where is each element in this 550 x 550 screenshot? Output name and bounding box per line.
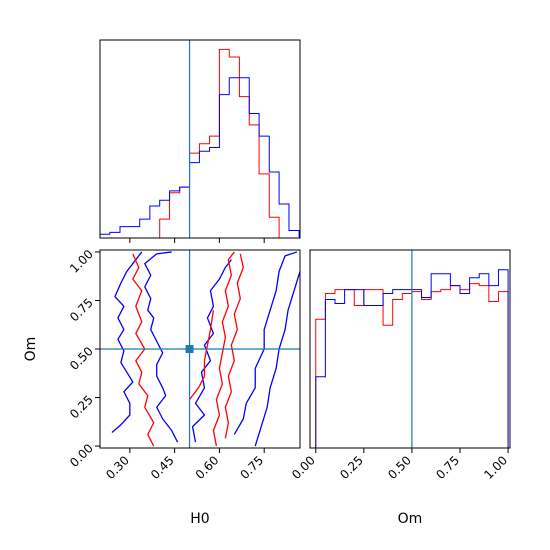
hist-om-xtick-label: 0.25 (337, 453, 366, 482)
contour-line-series-2 (191, 259, 232, 443)
y-axis-label-om: Om (23, 337, 39, 362)
histogram-series-2-Om (315, 269, 509, 448)
hist-om-xtick-label: 0.00 (289, 453, 318, 482)
histogram-panel-h0 (99, 39, 301, 243)
contour-xtick-label: 0.30 (103, 453, 132, 482)
contour-ytick-label: 0.00 (67, 441, 96, 470)
contour-ytick-label: 0.50 (67, 344, 96, 373)
contour-xtick-label: 0.60 (193, 453, 222, 482)
contour-ytick-label: 0.25 (67, 393, 96, 422)
frame-hist-Om (309, 249, 511, 449)
contour-ytick-label: 1.00 (67, 247, 96, 276)
x-axis-label-om: Om (398, 511, 423, 527)
contour-line-series-2 (111, 251, 143, 433)
contour-ytick-label: 0.75 (67, 296, 96, 325)
hist-om-xtick-label: 0.50 (385, 453, 414, 482)
histogram-series-2-H0 (100, 77, 300, 238)
histogram-series-1-H0 (100, 48, 300, 238)
truth-marker (185, 345, 194, 353)
contour-line-series-2 (254, 271, 300, 447)
frame-hist-H0 (99, 39, 301, 239)
contour-line-series-2 (144, 251, 179, 443)
hist-om-xtick-label: 0.75 (433, 453, 462, 482)
contour-xtick-label: 0.75 (238, 453, 267, 482)
contour-line-series-2 (233, 251, 298, 435)
histogram-panel-om: 0.00 0.25 0.50 0.75 1.00 Om (289, 249, 511, 527)
contour-line-series-1 (224, 253, 244, 439)
x-axis-label-h0: H0 (190, 511, 209, 527)
contour-xtick-label: 0.45 (148, 453, 177, 482)
contour-line-series-1 (189, 310, 215, 400)
hist-om-xtick-label: 1.00 (481, 453, 510, 482)
contour-line-series-1 (212, 251, 235, 447)
contour-panel-h0-om: 0.30 0.45 0.60 0.75 0.00 0.25 0.50 0.75 1.00 H0 Om (23, 247, 301, 527)
contour-line-series-1 (132, 253, 155, 447)
